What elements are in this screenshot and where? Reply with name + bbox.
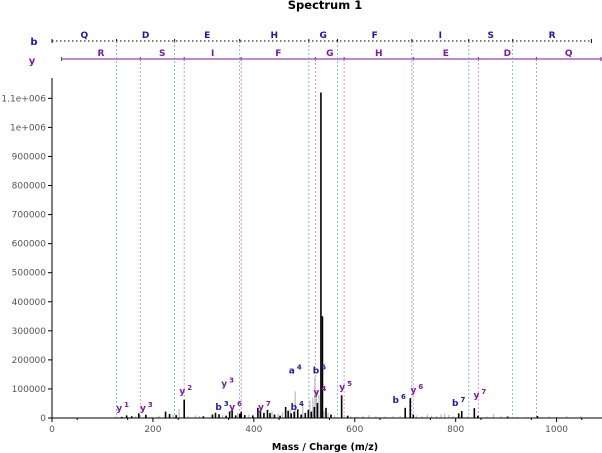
- x-tick-label: 600: [346, 425, 363, 435]
- ion-series: y: [116, 404, 122, 414]
- ion-number: 6: [418, 383, 423, 391]
- ion-number: 7: [266, 400, 271, 408]
- x-tick-label: 400: [245, 425, 262, 435]
- ion-series: y: [258, 403, 264, 413]
- peak-annotations: y 1 y 3y 2b 3 y 6y 3y 7 b 4a 4 b 5y 4 y 5b 6y 6b 7 y 7: [116, 363, 486, 414]
- y-tick-label: 900000: [12, 152, 47, 162]
- residue-label: E: [443, 49, 449, 59]
- residue-label: R: [549, 31, 556, 41]
- x-axis-label: Mass / Charge (m/z): [272, 442, 378, 453]
- ion-number: 3: [229, 377, 234, 385]
- chart-title: Spectrum 1: [288, 0, 362, 12]
- residue-label: D: [504, 49, 511, 59]
- residue-label: H: [270, 31, 278, 41]
- y-tick-label: 400000: [12, 298, 47, 308]
- ion-number: 3: [148, 401, 153, 409]
- residue-label: F: [372, 31, 378, 41]
- residue-label: H: [375, 49, 383, 59]
- ion-number: 4: [299, 400, 304, 408]
- ion-series: y: [221, 380, 227, 390]
- residue-label: I: [439, 31, 442, 41]
- ion-number: 3: [224, 400, 229, 408]
- residue-label: F: [275, 49, 281, 59]
- y-tick-label: 500000: [12, 269, 47, 279]
- ion-series: y: [140, 404, 146, 414]
- residue-label: Q: [565, 49, 573, 59]
- y-tick-label: 1.1e+006: [1, 94, 46, 104]
- ion-series: a: [289, 366, 295, 376]
- residue-label: I: [211, 49, 214, 59]
- residue-label: G: [326, 49, 333, 59]
- ion-series: b: [215, 403, 222, 413]
- ion-series: y: [229, 403, 235, 413]
- ion-series: y: [474, 391, 480, 401]
- residue-label: Q: [80, 31, 88, 41]
- x-tick-label: 800: [447, 425, 464, 435]
- y-tick-label: 600000: [12, 240, 47, 250]
- axes: 0 200 400 600 800 1000 0 100000 200000 300000 400…: [1, 78, 602, 435]
- residue-label: R: [97, 49, 104, 59]
- sequence-ladder: b y Q D E H G F I S R R S I F G H E D Q: [29, 31, 602, 67]
- residue-label: S: [159, 49, 165, 59]
- y-tick-label: 200000: [12, 356, 47, 366]
- residue-label: E: [204, 31, 210, 41]
- y-axis-ticks: 0 100000 200000 300000 400000 500000 600000 700…: [1, 94, 52, 424]
- ion-number: 7: [481, 388, 486, 396]
- ion-series: y: [314, 388, 320, 398]
- fragment-guides: [116, 41, 537, 418]
- ion-series: b: [392, 396, 399, 406]
- ion-number: 5: [347, 380, 352, 388]
- ion-number: 7: [460, 396, 465, 404]
- ion-series: y: [339, 383, 345, 393]
- x-tick-label: 1000: [545, 425, 568, 435]
- y-tick-label: 100000: [12, 385, 47, 395]
- y-tick-label: 300000: [12, 327, 47, 337]
- x-tick-label: 200: [144, 425, 161, 435]
- ion-series: y: [179, 387, 185, 397]
- y-tick-label: 700000: [12, 211, 47, 221]
- residue-label: S: [487, 31, 493, 41]
- ion-series: y: [410, 386, 416, 396]
- residue-label: D: [142, 31, 149, 41]
- ion-number: 1: [124, 401, 129, 409]
- y-tick-label: 800000: [12, 182, 47, 192]
- ion-series: b: [452, 399, 459, 409]
- ion-number: 2: [187, 384, 192, 392]
- x-axis-ticks: 0 200 400 600 800 1000: [49, 418, 583, 435]
- x-tick-label: 0: [49, 425, 55, 435]
- matched-peaks: [120, 92, 539, 418]
- ion-series: b: [313, 366, 320, 376]
- b-ladder-label: b: [30, 37, 37, 48]
- y-tick-label: 1e+006: [10, 123, 46, 133]
- ion-number: 6: [401, 393, 406, 401]
- ion-series: b: [291, 403, 298, 413]
- residue-label: G: [320, 31, 327, 41]
- ion-number: 4: [321, 385, 326, 393]
- y-tick-label: 0: [40, 414, 46, 424]
- ion-number: 4: [297, 363, 302, 371]
- ion-number: 6: [237, 400, 242, 408]
- ion-number: 5: [321, 363, 326, 371]
- y-ladder-label: y: [29, 56, 36, 67]
